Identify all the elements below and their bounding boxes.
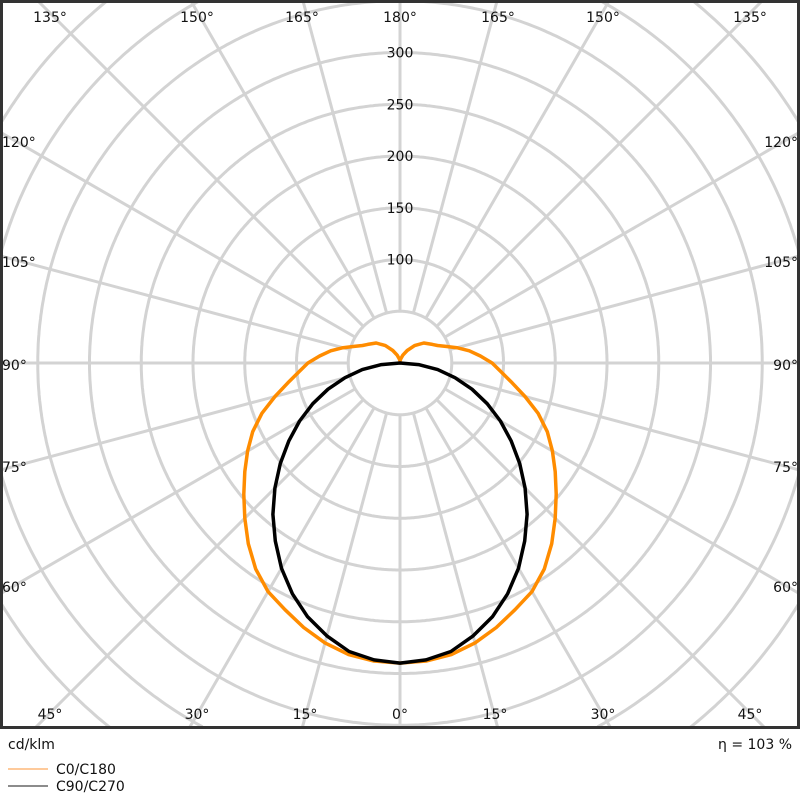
legend: C0/C180 C90/C270	[8, 762, 125, 795]
grid-circle-50	[346, 309, 454, 417]
grid-spoke-105	[449, 254, 800, 352]
angle-label-left: 60°	[2, 580, 27, 596]
grid-spoke-255	[0, 254, 351, 352]
angle-label-top: 165°	[481, 10, 515, 26]
plot-frame	[0, 0, 800, 729]
grid-spoke-225	[35, 0, 365, 328]
grid-spoke-345	[300, 412, 389, 728]
grid-circle-450	[0, 0, 800, 728]
grid-spoke-210	[189, 0, 376, 319]
grid-spoke-150	[424, 0, 611, 319]
angle-label-top: 150°	[586, 10, 620, 26]
angle-label-bottom: 45°	[738, 707, 763, 723]
angle-label-bottom: 45°	[38, 707, 63, 723]
grid-spoke-165	[411, 0, 499, 314]
angle-label-bottom: 15°	[293, 707, 318, 723]
angle-label-right: 120°	[764, 135, 798, 151]
series-curve-c90-c270	[271, 361, 529, 665]
angle-label-bottom: 30°	[185, 707, 210, 723]
angle-label-left: 120°	[2, 135, 36, 151]
grid-spoke-195	[301, 0, 389, 314]
radial-tick-100: 100	[387, 253, 414, 269]
radial-tick-200: 200	[387, 149, 414, 165]
legend-label-c90-c270: C90/C270	[56, 779, 125, 795]
grid-spoke-120	[444, 130, 800, 339]
radial-tick-300: 300	[387, 46, 414, 62]
curves	[242, 341, 558, 665]
radial-tick-labels: 100 150 200 250 300	[387, 46, 414, 269]
grid-spoke-60	[444, 387, 800, 596]
grid-spoke-300	[0, 387, 356, 596]
angle-label-left: 90°	[2, 358, 27, 374]
angle-label-right: 60°	[773, 580, 798, 596]
grid-spoke-285	[0, 374, 351, 472]
angle-label-top: 135°	[33, 10, 67, 26]
angle-label-right: 105°	[764, 255, 798, 271]
angle-label-right: 90°	[773, 358, 798, 374]
grid-spoke-135	[435, 0, 765, 328]
grid-spoke-315	[33, 398, 365, 728]
series-curve-c0-c180	[242, 341, 558, 665]
angle-label-bottom: 0°	[392, 707, 408, 723]
legend-label-c0-c180: C0/C180	[56, 762, 116, 778]
angle-label-top: 180°	[383, 10, 417, 26]
grid-spoke-75	[449, 374, 800, 472]
radial-tick-150: 150	[387, 201, 414, 217]
angle-labels: 135° 150° 165° 180° 165° 150° 135° 45° 30° 15° 0° 1…	[2, 10, 798, 723]
angle-label-left: 105°	[2, 255, 36, 271]
angle-label-bottom: 30°	[591, 707, 616, 723]
unit-label: cd/klm	[8, 737, 55, 753]
efficiency-label: η = 103 %	[718, 737, 792, 753]
angle-label-top: 165°	[285, 10, 319, 26]
angle-label-bottom: 15°	[483, 707, 508, 723]
grid-spoke-45	[435, 398, 767, 728]
angle-label-left: 75°	[2, 460, 27, 476]
angle-label-top: 135°	[733, 10, 767, 26]
grid-spoke-15	[411, 412, 500, 728]
radial-tick-250: 250	[387, 97, 414, 113]
grid-circle-400	[0, 0, 800, 728]
grid-spoke-240	[0, 130, 356, 339]
angle-label-right: 75°	[773, 460, 798, 476]
angle-label-top: 150°	[180, 10, 214, 26]
polar-grid	[0, 0, 800, 728]
